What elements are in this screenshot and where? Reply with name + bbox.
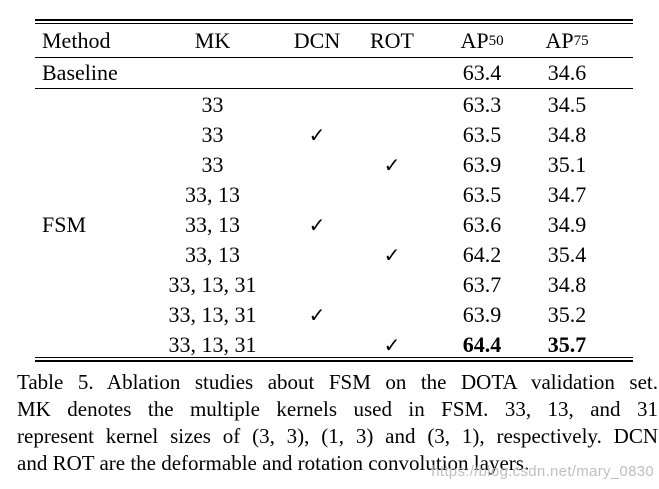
cell-method xyxy=(42,150,157,180)
cell-ap50: 64.2 xyxy=(462,242,502,267)
cell-mk: 33, 13 xyxy=(185,182,240,207)
cell-dcn-check xyxy=(272,180,362,210)
table-row-baseline: Baseline 63.4 34.6 xyxy=(35,58,633,88)
cell-ap50: 63.9 xyxy=(462,302,502,327)
header-ap50: AP 50 xyxy=(460,28,504,53)
caption-line: and ROT are the deformable and rotation … xyxy=(17,451,530,475)
cell-rot-check: ✓ xyxy=(383,154,401,177)
cell-ap75: 34.8 xyxy=(547,122,587,147)
table-row: 33 ✓ 63.9 35.1 xyxy=(35,150,633,180)
cell-ap75: 34.5 xyxy=(547,92,587,117)
cell-ap75: 35.1 xyxy=(547,152,587,177)
header-ap50-base: AP xyxy=(460,28,489,53)
cell-mk: 33 xyxy=(201,152,224,177)
cell-ap50: 63.3 xyxy=(462,92,502,117)
cell-ap50: 63.9 xyxy=(462,152,502,177)
table-row-best: 33, 13, 31 ✓ 64.4 35.7 xyxy=(35,330,633,360)
cell-ap75-best: 35.7 xyxy=(547,332,587,357)
cell-ap75: 34.8 xyxy=(547,272,587,297)
table-header-row: Method MK DCN ROT AP 50 AP 75 xyxy=(35,25,633,57)
cell-dcn-check: ✓ xyxy=(308,124,326,147)
cell-method xyxy=(42,180,157,210)
cell-ap50: 63.5 xyxy=(462,122,502,147)
table-header-rule xyxy=(35,57,633,58)
table-row: 33 ✓ 63.5 34.8 xyxy=(35,120,633,150)
header-dcn: DCN xyxy=(293,28,341,53)
cell-method xyxy=(42,300,157,330)
cell-dcn xyxy=(272,58,362,88)
cell-dcn-check: ✓ xyxy=(308,304,326,327)
cell-mk: 33, 13 xyxy=(185,242,240,267)
header-mk: MK xyxy=(194,28,231,53)
cell-method-fsm: FSM xyxy=(42,212,87,237)
cell-mk xyxy=(157,58,268,88)
cell-ap50-best: 64.4 xyxy=(462,332,502,357)
header-ap75: AP 75 xyxy=(545,28,589,53)
cell-dcn-check xyxy=(272,150,362,180)
cell-dcn-check: ✓ xyxy=(308,214,326,237)
cell-method xyxy=(42,120,157,150)
cell-ap75: 34.6 xyxy=(547,60,587,85)
header-ap75-base: AP xyxy=(545,28,574,53)
cell-rot-check xyxy=(362,90,422,120)
cell-mk: 33, 13, 31 xyxy=(168,302,257,327)
table-top-rule-thick xyxy=(35,19,633,21)
cell-dcn-check xyxy=(272,240,362,270)
cell-dcn-check xyxy=(272,330,362,360)
cell-mk: 33 xyxy=(201,92,224,117)
cell-rot-check: ✓ xyxy=(383,244,401,267)
cell-rot xyxy=(362,58,422,88)
table-row-fsm-label: FSM 33, 13 ✓ 63.6 34.9 xyxy=(35,210,633,240)
header-method: Method xyxy=(42,28,111,53)
cell-dcn-check xyxy=(272,90,362,120)
cell-dcn-check xyxy=(272,270,362,300)
cell-ap50: 63.7 xyxy=(462,272,502,297)
cell-method xyxy=(42,270,157,300)
cell-method xyxy=(42,330,157,360)
table-bottom-rule-thick xyxy=(35,360,633,362)
cell-rot-check: ✓ xyxy=(383,334,401,357)
table-row: 33, 13, 31 ✓ 63.9 35.2 xyxy=(35,300,633,330)
cell-mk: 33, 13, 31 xyxy=(168,332,257,357)
cell-ap50: 63.4 xyxy=(462,60,502,85)
cell-mk: 33, 13 xyxy=(185,212,240,237)
table-row: 33, 13 63.5 34.7 xyxy=(35,180,633,210)
caption-line: Table 5. Ablation studies about FSM on t… xyxy=(17,370,658,394)
cell-ap75: 34.7 xyxy=(547,182,587,207)
cell-ap75: 35.4 xyxy=(547,242,587,267)
header-rot: ROT xyxy=(370,28,414,53)
cell-rot-check xyxy=(362,210,422,240)
cell-method xyxy=(42,240,157,270)
cell-method xyxy=(42,90,157,120)
table-row: 33, 13 ✓ 64.2 35.4 xyxy=(35,240,633,270)
cell-mk: 33, 13, 31 xyxy=(168,272,257,297)
table-row: 33 63.3 34.5 xyxy=(35,90,633,120)
cell-method: Baseline xyxy=(42,60,118,85)
cell-ap50: 63.6 xyxy=(462,212,502,237)
caption-line: MK denotes the multiple kernels used in … xyxy=(17,397,658,421)
table-baseline-rule xyxy=(35,88,633,89)
cell-ap75: 34.9 xyxy=(547,212,587,237)
cell-rot-check xyxy=(362,300,422,330)
cell-ap50: 63.5 xyxy=(462,182,502,207)
table-top-rule-thin xyxy=(35,23,633,24)
cell-rot-check xyxy=(362,270,422,300)
table-caption: Table 5. Ablation studies about FSM on t… xyxy=(17,369,658,477)
cell-rot-check xyxy=(362,180,422,210)
cell-rot-check xyxy=(362,120,422,150)
csdn-watermark: https://blog.csdn.net/mary_0830 xyxy=(431,463,654,480)
table-row: 33, 13, 31 63.7 34.8 xyxy=(35,270,633,300)
caption-line: represent kernel sizes of (3, 3), (1, 3)… xyxy=(17,424,658,448)
cell-mk: 33 xyxy=(201,122,224,147)
table-bottom-rule-thin xyxy=(35,357,633,358)
cell-ap75: 35.2 xyxy=(547,302,587,327)
